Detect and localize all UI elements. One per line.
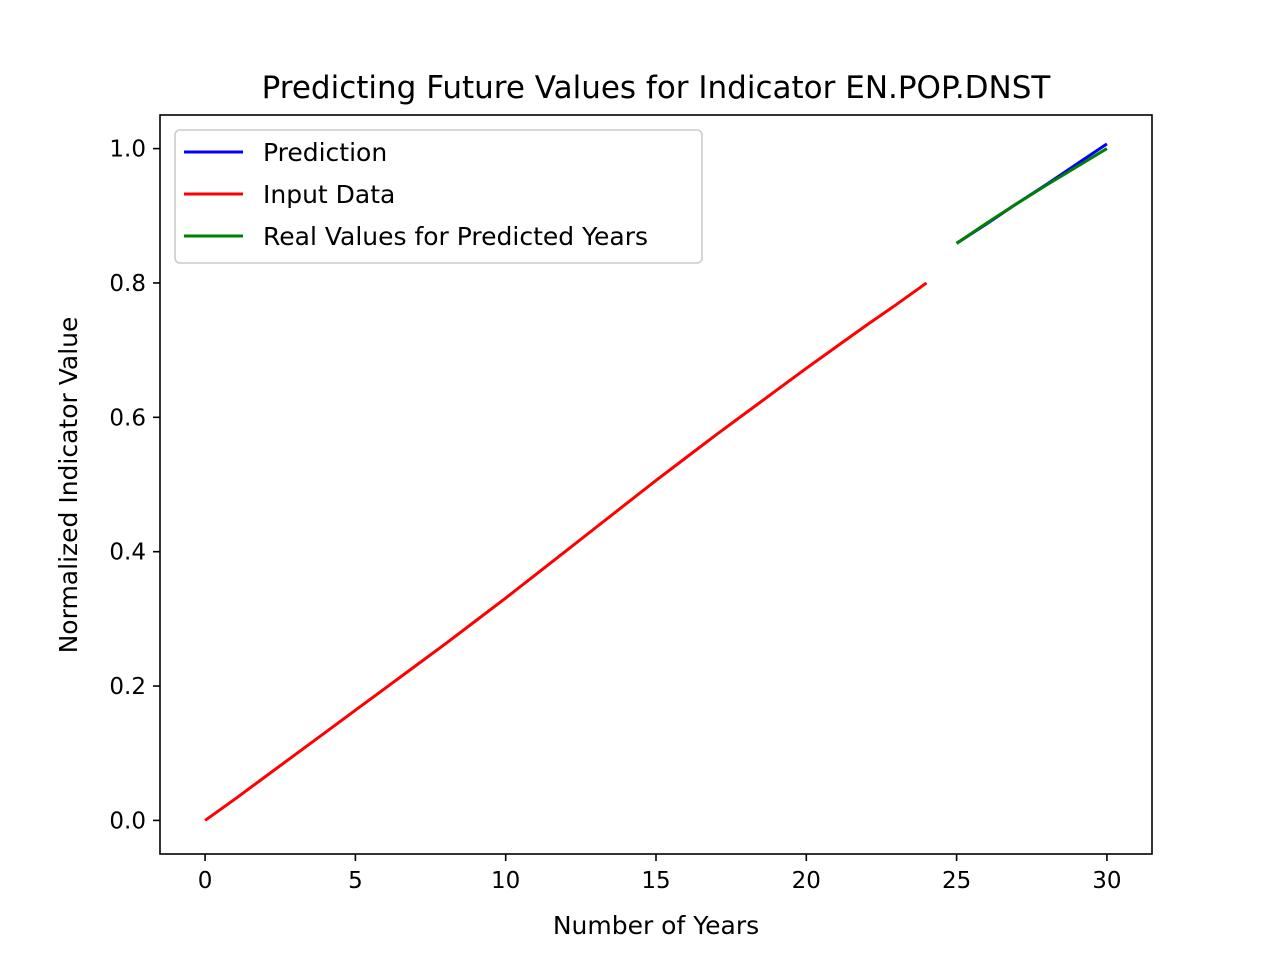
y-tick-label: 0.2 xyxy=(109,674,146,700)
legend-label-prediction: Prediction xyxy=(263,138,387,167)
series-line-input-data xyxy=(204,281,928,822)
legend: Prediction Input Data Real Values for Pr… xyxy=(174,129,703,264)
y-tick-label: 0.8 xyxy=(109,271,146,297)
legend-label-real-values: Real Values for Predicted Years xyxy=(263,222,648,251)
y-tick-label: 0.0 xyxy=(109,808,146,834)
x-tick-label: 20 xyxy=(792,868,821,894)
tick-layer: 0 5 10 15 20 25 30 0.0 0.2 0.4 0.6 0.8 1.0 xyxy=(109,137,1121,894)
x-tick-label: 25 xyxy=(942,868,971,894)
plot-frame xyxy=(159,114,1153,855)
y-tick-label: 1.0 xyxy=(109,137,146,163)
x-tick-label: 15 xyxy=(641,868,670,894)
x-tick-label: 5 xyxy=(348,868,363,894)
x-tick-label: 10 xyxy=(491,868,520,894)
series-line-real-values xyxy=(955,147,1108,245)
chart-title: Predicting Future Values for Indicator E… xyxy=(262,70,1052,106)
y-tick-label: 0.6 xyxy=(109,405,146,431)
x-tick-label: 30 xyxy=(1092,868,1121,894)
y-tick-label: 0.4 xyxy=(109,540,146,566)
x-axis-title: Number of Years xyxy=(553,911,759,940)
y-axis-title: Normalized Indicator Value xyxy=(54,317,83,654)
legend-frame xyxy=(174,129,703,264)
x-tick-label: 0 xyxy=(198,868,213,894)
series-layer xyxy=(204,142,1108,822)
legend-label-input-data: Input Data xyxy=(263,180,395,209)
